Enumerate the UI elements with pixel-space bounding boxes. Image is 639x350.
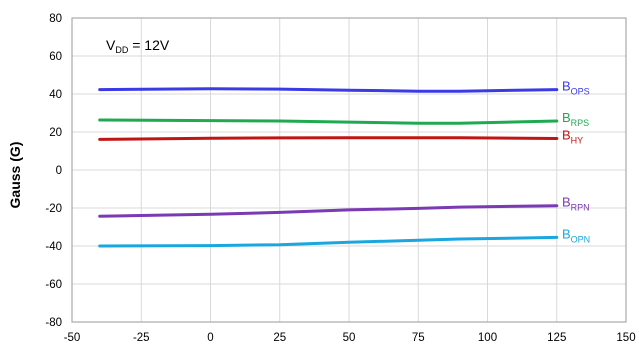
series-line-hy [98, 136, 559, 141]
y-tick-label: 0 [56, 165, 62, 177]
series-label-sub: OPN [571, 234, 591, 244]
x-tick-label: 150 [616, 332, 635, 344]
series-label-sub: OPS [571, 87, 590, 97]
data-series [98, 87, 559, 248]
series-label-main: B [562, 110, 571, 125]
series-label-sub: RPN [571, 203, 590, 213]
vdd-annotation-rest: = 12V [128, 37, 170, 53]
y-tick-label: 60 [49, 51, 62, 63]
y-tick-label: -20 [45, 203, 62, 215]
series-label-sub: HY [571, 135, 584, 145]
series-label-hy: BHY [562, 127, 583, 145]
x-axis-ticks: -50 -25 0 25 50 75 100 125 150 [64, 332, 636, 344]
x-tick-label: 25 [273, 332, 286, 344]
plot-area-frame [71, 17, 627, 323]
y-tick-label: 20 [49, 127, 62, 139]
vdd-annotation: VDD = 12V [106, 37, 170, 55]
y-tick-label: 80 [49, 13, 62, 25]
series-label-main: B [562, 195, 571, 210]
vdd-annotation-sub: DD [115, 45, 128, 55]
x-tick-label: 100 [478, 332, 497, 344]
x-tick-label: -50 [64, 332, 81, 344]
series-label-rpn: BRPN [562, 195, 590, 213]
series-label-rps: BRPS [562, 110, 589, 128]
series-label-main: B [562, 226, 571, 241]
series-label-ops: BOPS [562, 79, 590, 97]
series-label-sub: RPS [571, 118, 590, 128]
series-line-opn [98, 235, 559, 248]
series-label-main: B [562, 127, 571, 142]
vdd-annotation-main: V [106, 37, 116, 53]
x-tick-label: 0 [207, 332, 213, 344]
y-axis-label: Gauss (G) [7, 142, 23, 209]
series-label-main: B [562, 79, 571, 94]
series-line-rps [98, 118, 559, 125]
x-tick-label: 125 [547, 332, 566, 344]
y-tick-label: -80 [45, 317, 62, 329]
y-tick-label: -60 [45, 279, 62, 291]
y-tick-label: 40 [49, 89, 62, 101]
series-label-opn: BOPN [562, 226, 590, 244]
x-tick-label: 75 [412, 332, 425, 344]
y-axis-ticks: 80 60 40 20 0 -20 -40 -60 -80 [45, 13, 62, 329]
x-tick-label: 50 [343, 332, 356, 344]
y-tick-label: -40 [45, 241, 62, 253]
series-line-ops [98, 87, 559, 93]
series-line-rpn [98, 204, 559, 218]
x-tick-label: -25 [133, 332, 150, 344]
